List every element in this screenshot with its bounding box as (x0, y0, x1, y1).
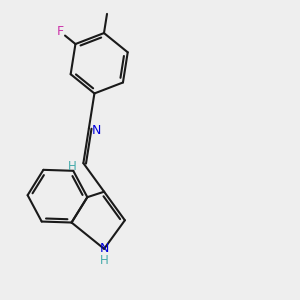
Text: H: H (100, 254, 109, 268)
Text: N: N (100, 242, 109, 255)
Text: F: F (56, 25, 64, 38)
Text: H: H (68, 160, 77, 173)
Text: N: N (92, 124, 101, 136)
